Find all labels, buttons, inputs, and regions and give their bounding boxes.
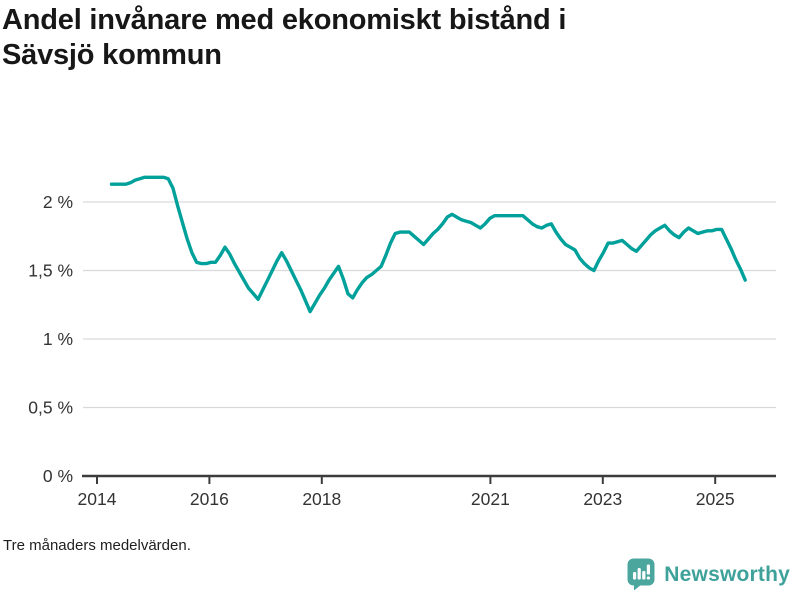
y-axis-label: 1 % <box>43 329 73 349</box>
y-axis-label: 0 % <box>43 466 73 486</box>
x-axis-label: 2025 <box>696 489 735 509</box>
x-axis-label: 2023 <box>583 489 622 509</box>
x-axis-label: 2018 <box>302 489 341 509</box>
chart-footnote: Tre månaders medelvärden. <box>3 537 191 554</box>
y-axis-label: 2 % <box>43 192 73 212</box>
trend-line <box>109 175 747 314</box>
x-axis-label: 2021 <box>471 489 510 509</box>
y-axis-label: 1,5 % <box>28 261 73 281</box>
x-axis-label: 2016 <box>190 489 229 509</box>
x-axis-label: 2014 <box>78 489 117 509</box>
newsworthy-bar-chart-icon <box>627 558 655 591</box>
logo-bubble-shape <box>627 558 655 586</box>
newsworthy-logo: Newsworthy <box>627 558 790 591</box>
logo-bars <box>633 564 651 580</box>
chart-title: Andel invånare med ekonomiskt bistånd i … <box>2 3 566 73</box>
chart-title-line-1: Andel invånare med ekonomiskt bistånd i <box>2 4 567 36</box>
logo-bubble-tail <box>634 584 643 591</box>
y-axis-label: 0,5 % <box>28 398 73 418</box>
newsworthy-logo-text: Newsworthy <box>664 562 790 586</box>
chart-title-line-2: Sävsjö kommun <box>2 39 222 71</box>
